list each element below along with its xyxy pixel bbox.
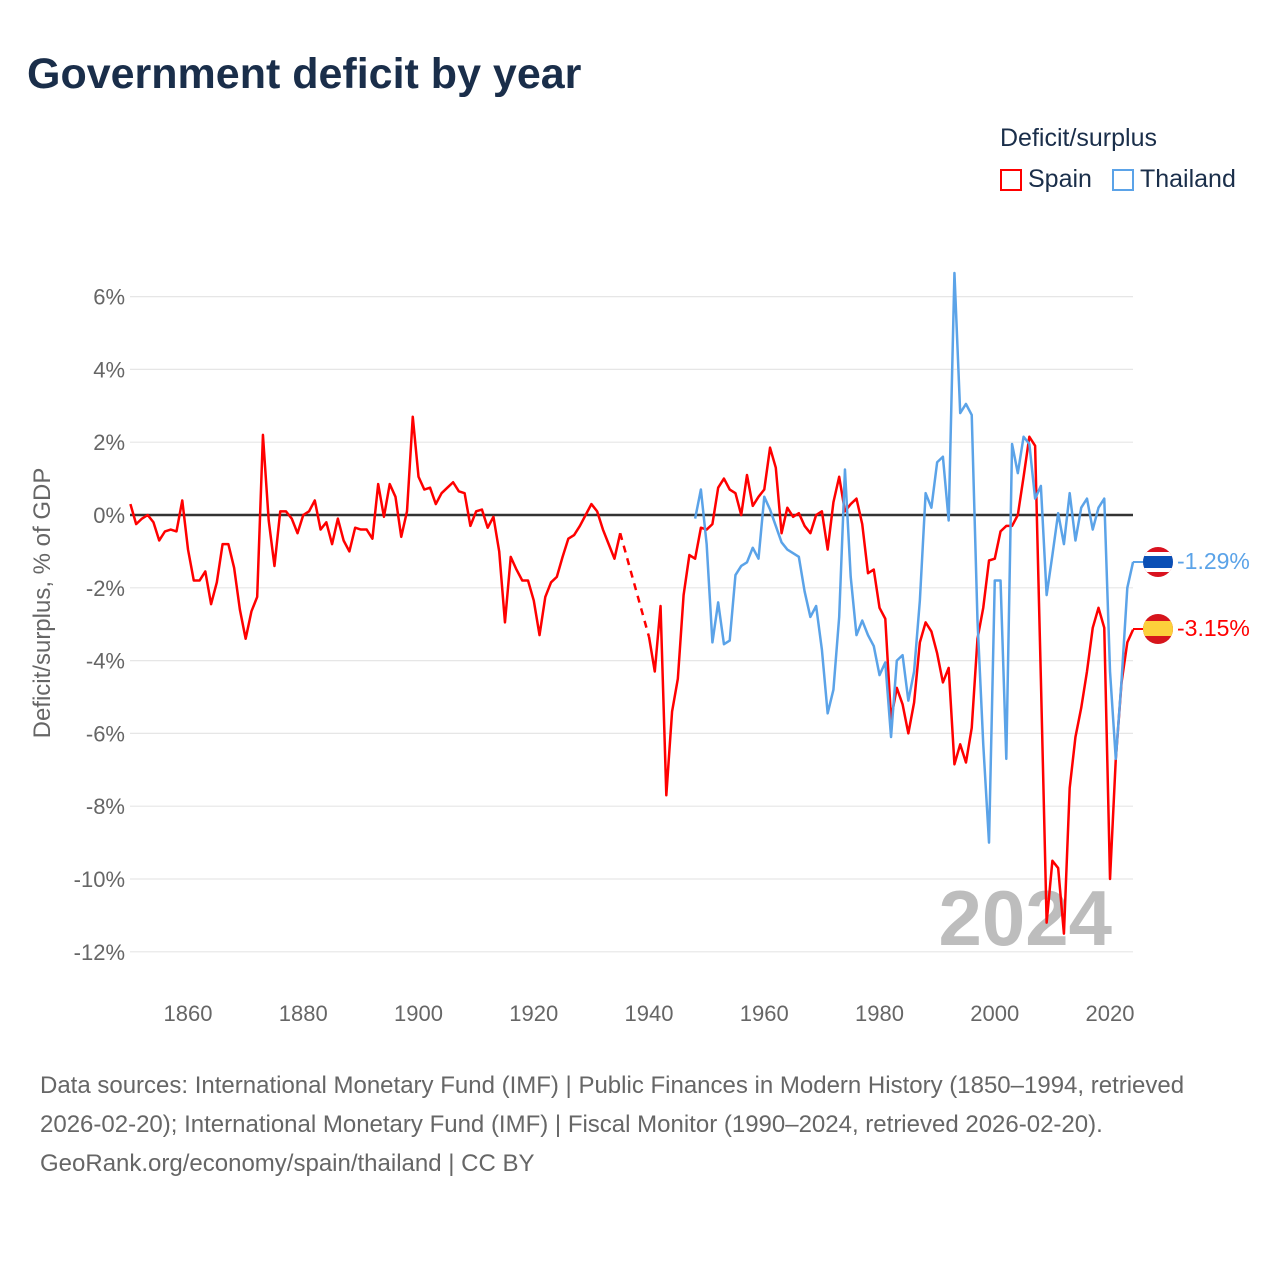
y-tick-label: 6% [93, 285, 125, 310]
legend-swatch-spain [1000, 168, 1022, 191]
x-tick-label: 1980 [855, 1001, 904, 1026]
legend-item-spain[interactable]: Spain [1000, 165, 1092, 194]
end-label-spain: -3.15% [1177, 615, 1250, 641]
data-sources: Data sources: International Monetary Fun… [40, 1072, 1185, 1138]
x-tick-label: 1880 [279, 1001, 328, 1026]
y-tick-label: -4% [86, 649, 125, 674]
y-tick-label: -2% [86, 576, 125, 601]
x-tick-label: 1920 [509, 1001, 558, 1026]
x-tick-label: 2000 [970, 1001, 1019, 1026]
x-tick-label: 1940 [625, 1001, 674, 1026]
flag-spain-icon [1143, 614, 1173, 644]
legend-title: Deficit/surplus [1000, 124, 1157, 152]
footer: Data sources: International Monetary Fun… [40, 1066, 1250, 1183]
credit-link[interactable]: GeoRank.org/economy/spain/thailand | CC … [40, 1150, 535, 1177]
x-tick-label: 1900 [394, 1001, 443, 1026]
legend-item-thailand[interactable]: Thailand [1111, 165, 1236, 194]
gap-line-spain [619, 532, 651, 638]
y-tick-label: -6% [86, 721, 125, 746]
line-thailand [693, 271, 1135, 844]
legend: Deficit/surplus Spain Thailand [1000, 124, 1236, 194]
line-spain [129, 415, 622, 641]
x-tick-label: 2020 [1086, 1001, 1135, 1026]
y-axis-label: Deficit/surplus, % of GDP [29, 468, 56, 739]
y-tick-label: -12% [74, 940, 125, 965]
x-tick-labels: 1860 1880 1900 1920 1940 1960 1980 2000 2020 [164, 1001, 1135, 1026]
y-tick-label: 2% [93, 430, 125, 455]
legend-label-spain: Spain [1028, 165, 1092, 193]
y-tick-labels: 6% 4% 2% 0% -2% -4% -6% -8% -10% -12% [74, 285, 125, 965]
flag-thailand-icon [1143, 547, 1173, 577]
series-lines [129, 271, 1135, 935]
y-tick-label: 4% [93, 357, 125, 382]
chart-title: Government deficit by year [27, 50, 582, 98]
year-watermark: 2024 [938, 874, 1112, 962]
legend-swatch-thailand [1111, 168, 1134, 191]
x-tick-label: 1860 [164, 1001, 213, 1026]
chart-area: Deficit/surplus, % of GDP 6% 4% 2% 0% -2% -4%… [29, 271, 1250, 1026]
y-tick-label: 0% [93, 503, 125, 528]
end-label-thailand: -1.29% [1177, 548, 1250, 574]
y-tick-label: -8% [86, 794, 125, 819]
gridlines [130, 296, 1133, 953]
legend-label-thailand: Thailand [1139, 165, 1236, 193]
x-tick-label: 1960 [740, 1001, 789, 1026]
line-spain [647, 435, 1135, 935]
y-tick-label: -10% [74, 867, 125, 892]
